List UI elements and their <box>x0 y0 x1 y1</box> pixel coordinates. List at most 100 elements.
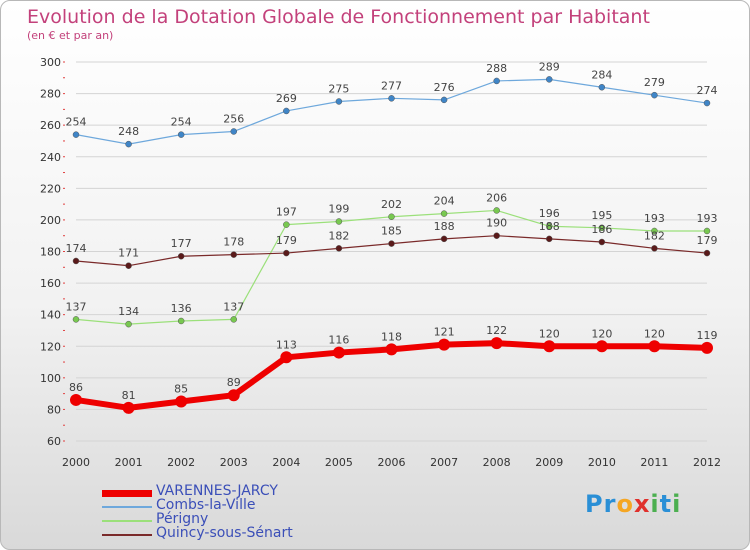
data-label: 81 <box>122 389 136 402</box>
x-tick-label: 2000 <box>62 456 90 469</box>
y-tick-label: 220 <box>40 182 61 195</box>
data-point <box>546 222 553 230</box>
data-point <box>230 316 237 323</box>
x-tick-label: 2005 <box>325 456 353 469</box>
data-label: 288 <box>486 62 507 75</box>
legend-swatch-perigny <box>102 520 152 522</box>
logo-letter: x <box>633 490 651 518</box>
label-layer: 254 248 254 256 269 275 277 276 288 289 284 279 274 1… <box>66 60 718 401</box>
data-label: 120 <box>539 327 560 340</box>
x-tick-label: 2002 <box>167 456 195 469</box>
data-point <box>546 235 553 243</box>
logo-letter: o <box>616 490 634 518</box>
x-tick-label: 2004 <box>272 456 300 469</box>
data-label: 254 <box>171 116 192 129</box>
data-label: 185 <box>381 225 402 238</box>
data-label: 277 <box>381 79 402 92</box>
data-point <box>493 77 500 85</box>
data-point <box>335 98 343 105</box>
x-tick-label: 2011 <box>640 456 668 469</box>
chart-subtitle: (en € et par an) <box>27 29 114 42</box>
y-tick-label: 140 <box>40 309 61 322</box>
x-tick-label: 2007 <box>430 456 458 469</box>
data-label: 256 <box>223 112 244 125</box>
data-label: 186 <box>591 223 612 236</box>
data-label: 182 <box>644 229 665 242</box>
x-tick-label: 2010 <box>588 456 616 469</box>
legend-item-varennes-jarcy: VARENNES-JARCY <box>102 483 362 500</box>
data-point <box>230 128 237 135</box>
data-point <box>651 91 658 99</box>
data-label: 193 <box>697 212 718 225</box>
legend-label: VARENNES-JARCY <box>156 483 278 499</box>
legend-item-perigny: Périgny <box>102 511 362 528</box>
y-tick-label: 300 <box>40 56 61 69</box>
data-label: 116 <box>328 334 349 347</box>
legend-label: Périgny <box>156 511 209 527</box>
data-label: 197 <box>276 206 297 219</box>
legend-item-combs-la-ville: Combs-la-Ville <box>102 497 362 514</box>
data-point <box>72 316 80 323</box>
data-label: 118 <box>381 330 402 343</box>
logo-letter: t <box>659 490 673 518</box>
proxiti-logo: Proxiti <box>585 490 681 518</box>
data-point <box>440 210 448 217</box>
data-label: 120 <box>591 327 612 340</box>
x-tick-label: 2006 <box>378 456 406 469</box>
legend-swatch-quincy-sous-senart <box>102 534 152 536</box>
data-point <box>438 338 451 351</box>
data-label: 195 <box>591 209 612 222</box>
x-tick-label: 2012 <box>693 456 721 469</box>
axis-layer: 60 80 100 120 140 160 180 200 220 240 260 280 300 200… <box>40 56 721 469</box>
data-label: 136 <box>171 302 192 315</box>
data-label: 254 <box>66 116 87 129</box>
x-tick-label: 2001 <box>115 456 143 469</box>
data-point <box>388 213 395 221</box>
data-label: 174 <box>66 242 87 255</box>
data-point <box>493 232 500 239</box>
y-tick-label: 120 <box>40 340 61 353</box>
data-point <box>546 76 553 83</box>
data-point <box>703 227 711 235</box>
legend-item-quincy-sous-senart: Quincy-sous-Sénart <box>102 525 362 542</box>
data-point <box>385 343 398 356</box>
data-label: 289 <box>539 60 560 73</box>
data-point <box>175 395 188 408</box>
data-label: 137 <box>66 300 87 313</box>
data-point <box>651 245 658 252</box>
data-point <box>388 95 395 102</box>
data-point <box>227 389 240 402</box>
data-point <box>440 96 448 104</box>
data-point <box>280 351 293 364</box>
logo-letter: r <box>603 490 617 518</box>
y-tick-label: 260 <box>40 119 61 132</box>
data-point <box>493 207 500 214</box>
data-point <box>70 393 82 406</box>
logo-letter: P <box>585 490 604 518</box>
data-point <box>332 346 345 359</box>
data-label: 89 <box>227 376 241 389</box>
data-point <box>72 131 80 138</box>
data-point <box>335 245 343 252</box>
data-label: 248 <box>118 125 139 138</box>
chart-title: Evolution de la Dotation Globale de Fonc… <box>27 6 650 28</box>
data-point <box>701 341 713 354</box>
data-point <box>283 107 290 115</box>
legend-swatch-varennes-jarcy <box>102 490 152 497</box>
data-label: 284 <box>591 68 612 81</box>
data-point <box>283 249 290 257</box>
data-label: 275 <box>328 82 349 95</box>
data-point <box>177 131 185 138</box>
logo-letter: i <box>672 490 682 518</box>
data-point <box>490 337 503 350</box>
data-label: 134 <box>118 305 139 318</box>
data-point <box>703 249 711 257</box>
data-label: 204 <box>434 195 455 208</box>
legend-label: Combs-la-Ville <box>156 497 256 513</box>
y-tick-label: 160 <box>40 277 61 290</box>
data-point <box>648 340 661 353</box>
data-label: 206 <box>486 191 507 204</box>
data-point <box>598 238 606 246</box>
y-tick-label: 100 <box>40 372 61 385</box>
